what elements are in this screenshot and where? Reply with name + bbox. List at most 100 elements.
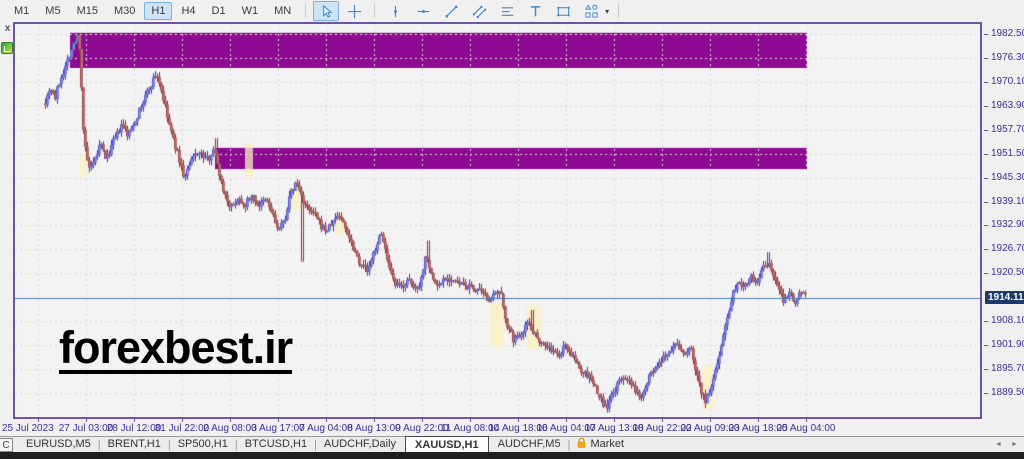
toolbar-separator	[374, 4, 376, 18]
time-tick	[422, 419, 423, 422]
timeframe-button-mn[interactable]: MN	[274, 5, 292, 17]
price-axis-label: 1951.50	[991, 147, 1024, 159]
crosshair-tool-icon[interactable]	[341, 1, 367, 21]
tab-separator: |	[567, 438, 571, 451]
time-axis-label: 8 Aug 13:00	[347, 423, 401, 434]
fibonacci-tool-icon[interactable]	[494, 1, 520, 21]
time-axis-label: 17 Aug 13:00	[584, 423, 644, 434]
rectangle-tool-icon[interactable]	[550, 1, 576, 21]
tab-partial[interactable]: C	[0, 437, 13, 452]
time-axis-label: 27 Jul 03:00	[58, 423, 114, 434]
price-tick	[984, 273, 988, 275]
price-axis-label: 1970.10	[991, 75, 1024, 87]
bottom-strip	[0, 452, 1024, 459]
time-tick	[518, 419, 519, 422]
time-tick	[38, 419, 39, 422]
price-axis-label: 1976.30	[991, 51, 1024, 63]
time-tick	[566, 419, 567, 422]
price-tick	[984, 153, 988, 155]
timeframe-button-m15[interactable]: M15	[76, 5, 98, 17]
price-axis[interactable]: 1982.50 1976.30 1970.10 1963.90 1957.70 1951.…	[984, 22, 1024, 419]
time-tick	[278, 419, 279, 422]
time-axis-label: 22 Aug 09:00	[680, 423, 740, 434]
time-axis[interactable]: 25 Jul 2023 27 Jul 03:00 28 Jul 12:00 31 Ju…	[0, 419, 1024, 436]
chart-tab-bar: C EURUSD,M5 | BRENT,H1 | SP500,H1 | BTCUSD,H1 | A…	[0, 436, 1024, 452]
time-tick	[134, 419, 135, 422]
chart-tab-audchf-m5[interactable]: AUDCHF,M5	[497, 438, 561, 450]
time-axis-label: 2 Aug 08:00	[203, 423, 257, 434]
lock-icon	[577, 437, 586, 453]
text-tool-icon[interactable]	[522, 1, 548, 21]
tab-separator: |	[167, 438, 171, 451]
close-icon[interactable]: x	[4, 23, 11, 34]
price-axis-label: 1926.70	[991, 243, 1024, 255]
time-axis-label: 25 Jul 2023	[2, 423, 54, 434]
price-axis-label: 1901.90	[991, 339, 1024, 351]
price-axis-label: 1920.50	[991, 267, 1024, 279]
toolbar-separator	[305, 4, 307, 18]
candlestick-chart-canvas[interactable]	[15, 24, 980, 417]
price-tick	[984, 105, 988, 107]
chart-tab-market[interactable]: Market	[568, 437, 633, 453]
price-tick	[984, 345, 988, 347]
price-axis-label: 1895.70	[991, 363, 1024, 375]
shapes-tool-icon[interactable]	[578, 1, 604, 21]
chart-icon[interactable]	[1, 42, 13, 54]
price-tick	[984, 249, 988, 251]
chart-tab-eurusd-m5[interactable]: EURUSD,M5	[26, 438, 91, 450]
timeframe-button-m5[interactable]: M5	[45, 5, 61, 17]
timeframe-button-m1[interactable]: M1	[14, 5, 30, 17]
pointer-tool-group	[312, 1, 368, 21]
time-tick	[758, 419, 759, 422]
time-axis-label: 3 Aug 17:00	[251, 423, 305, 434]
chart-tab-brent-h1[interactable]: BRENT,H1	[107, 438, 161, 450]
timeframe-button-d1[interactable]: D1	[211, 5, 226, 17]
time-axis-label: 14 Aug 18:00	[488, 423, 548, 434]
chart-tab-xauusd-h1[interactable]: XAUUSD,H1	[405, 436, 489, 452]
timeframe-button-m30[interactable]: M30	[113, 5, 136, 17]
price-tick	[984, 201, 988, 203]
chart-tab-sp500-h1[interactable]: SP500,H1	[177, 438, 228, 450]
trendline-tool-icon[interactable]	[438, 1, 464, 21]
tab-separator: |	[314, 438, 317, 451]
time-axis-label: 16 Aug 04:00	[536, 423, 596, 434]
current-price-tag: 1914.11	[985, 291, 1024, 304]
tab-separator: |	[97, 438, 101, 451]
chart-tab-btcusd-h1[interactable]: BTCUSD,H1	[244, 438, 308, 450]
price-axis-label: 1889.50	[991, 387, 1024, 398]
price-axis-label: 1908.10	[991, 315, 1024, 327]
vertical-line-tool-icon[interactable]	[382, 1, 408, 21]
time-tick	[470, 419, 471, 422]
price-tick	[984, 81, 988, 83]
horizontal-line-tool-icon[interactable]	[410, 1, 436, 21]
time-axis-label: 23 Aug 18:00	[728, 423, 788, 434]
toolbar: M1 M5 M15 M30 H1 H4 D1 W1 MN ▾	[0, 0, 1024, 22]
time-axis-label: 25 Aug 04:00	[776, 423, 836, 434]
timeframe-button-w1[interactable]: W1	[241, 5, 259, 17]
price-tick	[984, 57, 988, 59]
tab-scroll-right-icon[interactable]: ►	[1011, 441, 1018, 448]
time-tick	[230, 419, 231, 422]
time-tick	[662, 419, 663, 422]
price-tick	[984, 34, 988, 35]
time-axis-label: 9 Aug 22:00	[395, 423, 449, 434]
chevron-down-icon[interactable]: ▾	[605, 6, 610, 16]
time-axis-label: 11 Aug 08:00	[440, 423, 500, 434]
price-axis-label: 1963.90	[991, 99, 1024, 111]
tab-scroll-left-icon[interactable]: ◄	[995, 441, 1002, 448]
watermark: forexbest.ir	[59, 322, 293, 374]
time-tick	[374, 419, 375, 422]
chart-area[interactable]: forexbest.ir	[13, 22, 982, 419]
price-tick	[984, 129, 988, 131]
channel-tool-icon[interactable]	[466, 1, 492, 21]
timeframe-button-h4[interactable]: H4	[181, 5, 196, 17]
price-axis-label: 1945.30	[991, 171, 1024, 183]
price-tick	[984, 393, 988, 394]
price-axis-label: 1932.90	[991, 219, 1024, 231]
timeframe-button-h1[interactable]: H1	[144, 2, 173, 20]
time-tick	[614, 419, 615, 422]
chart-tab-audchf-daily[interactable]: AUDCHF,Daily	[323, 438, 397, 450]
price-tick	[984, 369, 988, 371]
cursor-tool-icon[interactable]	[313, 1, 340, 21]
